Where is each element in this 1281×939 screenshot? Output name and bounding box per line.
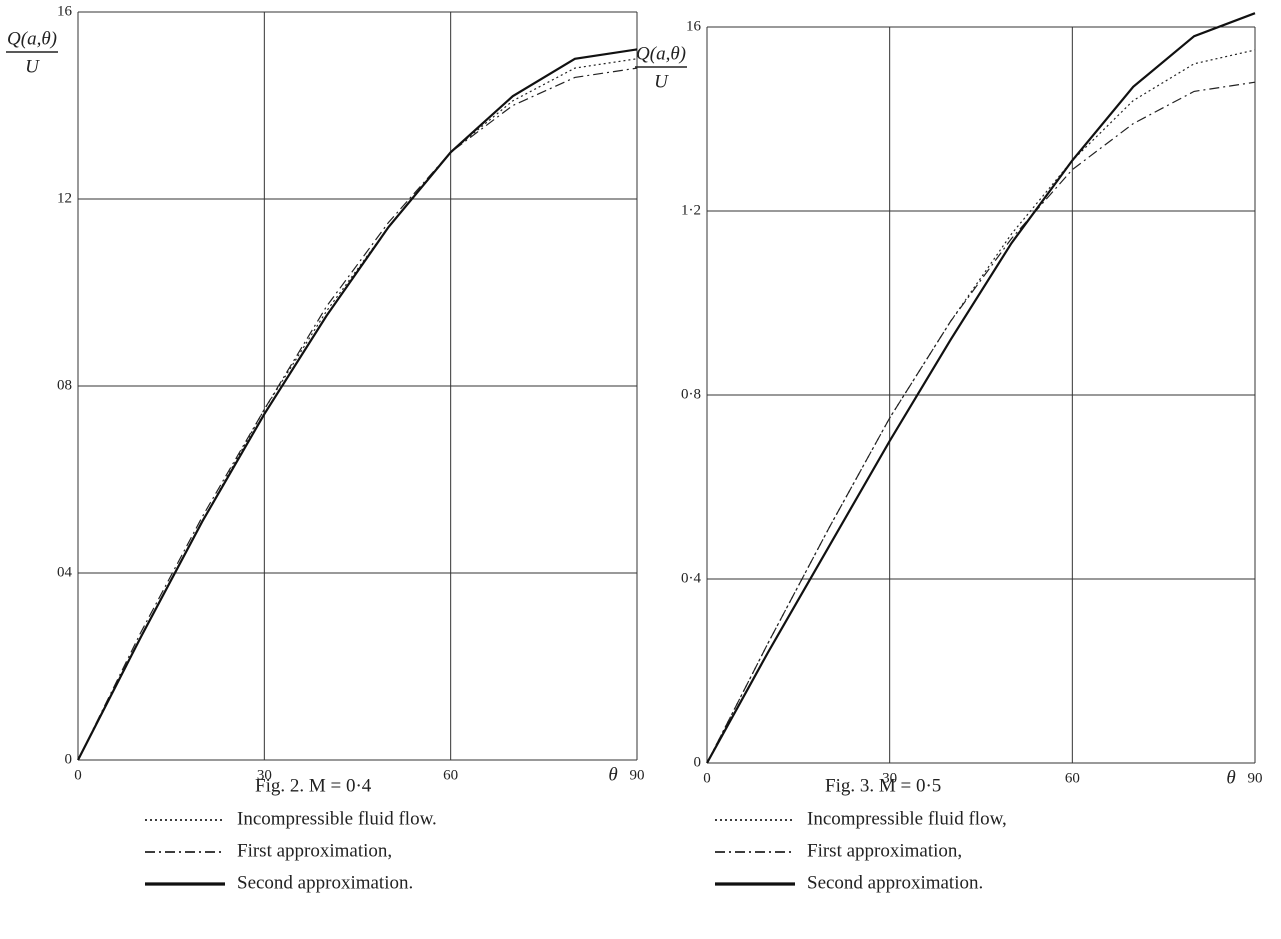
legend-label: First approximation, bbox=[807, 840, 962, 861]
y-axis-label-den: U bbox=[654, 71, 669, 92]
series-line bbox=[77, 67, 638, 761]
x-axis-label: θ bbox=[1226, 767, 1235, 788]
y-axis-label-num: Q(a,θ) bbox=[7, 28, 57, 49]
series-line bbox=[77, 48, 638, 761]
x-axis-label: θ bbox=[608, 764, 617, 785]
x-tick-label: 90 bbox=[1248, 770, 1263, 786]
legend-label: Second approximation. bbox=[807, 872, 983, 893]
y-axis-label-num: Q(a,θ) bbox=[636, 43, 686, 64]
series-line bbox=[77, 58, 638, 761]
y-tick-label: 0 bbox=[694, 754, 702, 770]
y-tick-label: 16 bbox=[57, 3, 73, 19]
caption: Fig. 3. M = 0·5 bbox=[825, 775, 941, 796]
x-tick-label: 0 bbox=[74, 767, 82, 783]
legend-label: Incompressible fluid flow, bbox=[807, 808, 1007, 829]
y-tick-label: 04 bbox=[57, 564, 73, 580]
series-line bbox=[706, 12, 1256, 764]
x-tick-label: 60 bbox=[443, 767, 458, 783]
y-tick-label: 1·2 bbox=[681, 202, 701, 218]
y-tick-label: 0·4 bbox=[681, 570, 701, 586]
series-line bbox=[706, 49, 1256, 764]
y-tick-label: 12 bbox=[57, 190, 72, 206]
x-tick-label: 30 bbox=[257, 767, 272, 783]
y-axis-label-den: U bbox=[25, 56, 40, 77]
legend-label: First approximation, bbox=[237, 840, 392, 861]
x-tick-label: 30 bbox=[882, 770, 897, 786]
x-tick-label: 0 bbox=[703, 770, 711, 786]
y-tick-label: 08 bbox=[57, 377, 72, 393]
legend-label: Second approximation. bbox=[237, 872, 413, 893]
x-tick-label: 60 bbox=[1065, 770, 1080, 786]
caption: Fig. 2. M = 0·4 bbox=[255, 775, 372, 796]
y-tick-label: 0 bbox=[65, 751, 73, 767]
series-line bbox=[706, 81, 1256, 764]
y-tick-label: 0·8 bbox=[681, 386, 701, 402]
y-tick-label: 16 bbox=[686, 18, 702, 34]
x-tick-label: 90 bbox=[630, 767, 645, 783]
legend-label: Incompressible fluid flow. bbox=[237, 808, 437, 829]
